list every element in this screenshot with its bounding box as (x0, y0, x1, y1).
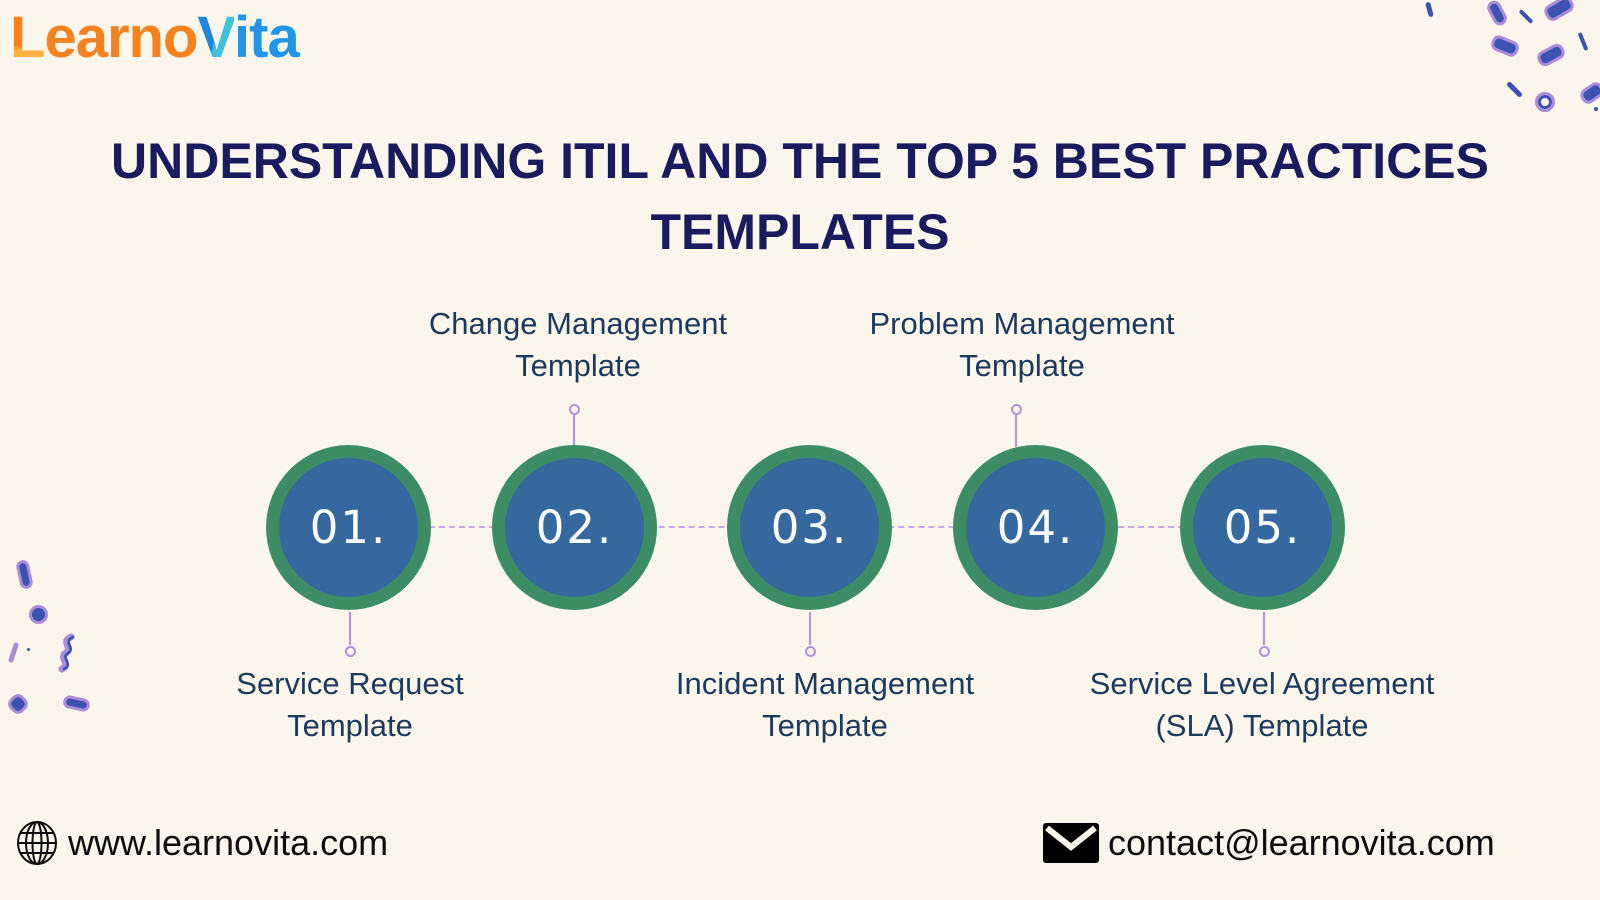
globe-icon (14, 820, 60, 866)
connector-line-1 (349, 612, 351, 645)
confetti-shape (1425, 1, 1434, 18)
confetti-shape (29, 605, 48, 624)
title-line-2: TEMPLATES (650, 204, 950, 260)
confetti-shape (1541, 0, 1577, 24)
connector-line-4 (1015, 415, 1017, 447)
confetti-shape (1535, 92, 1555, 112)
confetti-shape (1534, 41, 1568, 69)
confetti-shape (1484, 0, 1510, 28)
step-circle-2: 02. (492, 445, 657, 610)
website-url: www.learnovita.com (68, 822, 389, 863)
step-label-4: Problem Management Template (869, 306, 1175, 383)
connector-dot-2 (569, 404, 580, 415)
logo-part-v: V (197, 5, 235, 70)
page-title: UNDERSTANDING ITIL AND THE TOP 5 BEST PR… (0, 126, 1600, 268)
step-label-3: Incident Management Template (675, 666, 975, 743)
learnovita-logo: LearnoVita (10, 4, 300, 71)
step-number-4: 04. (996, 501, 1075, 554)
connector-dot-5 (1259, 646, 1270, 657)
confetti-squiggle (58, 633, 75, 673)
connector-line-3 (809, 612, 811, 645)
confetti-shape (1489, 33, 1521, 59)
logo-part-ita: ita (234, 5, 300, 70)
confetti-shape (1577, 79, 1600, 107)
confetti-shape (1577, 31, 1589, 52)
envelope-icon (1042, 822, 1100, 864)
step-circle-5: 05. (1180, 445, 1345, 610)
step-circle-1: 01. (266, 445, 431, 610)
step-number-2: 02. (535, 501, 614, 554)
footer-website: www.learnovita.com (14, 820, 388, 866)
step-label-5: Service Level Agreement (SLA) Template (1089, 666, 1435, 743)
logo-part-l: L (10, 5, 45, 70)
connector-dot-4 (1011, 404, 1022, 415)
connector-dot-3 (805, 646, 816, 657)
confetti-shape (1594, 107, 1598, 111)
connector-line-5 (1263, 612, 1265, 645)
step-circle-4: 04. (953, 445, 1118, 610)
connector-line-2 (573, 415, 575, 447)
confetti-shape (5, 691, 31, 717)
email-address: contact@learnovita.com (1108, 822, 1495, 863)
footer-email: contact@learnovita.com (1042, 822, 1495, 864)
confetti-shape (15, 558, 34, 591)
step-number-1: 01. (309, 501, 388, 554)
confetti-shape (27, 648, 30, 651)
title-line-1: UNDERSTANDING ITIL AND THE TOP 5 BEST PR… (111, 133, 1489, 189)
confetti-shape (61, 694, 92, 713)
confetti-shape (7, 641, 20, 664)
step-label-2: Change Management Template (428, 306, 728, 383)
step-number-5: 05. (1223, 501, 1302, 554)
confetti-shape (1506, 81, 1523, 98)
confetti-shape (1518, 9, 1534, 24)
step-label-1: Service Request Template (236, 666, 464, 743)
step-number-3: 03. (770, 501, 849, 554)
connector-dot-1 (345, 646, 356, 657)
logo-part-earno: earno (44, 5, 198, 70)
step-circle-3: 03. (727, 445, 892, 610)
